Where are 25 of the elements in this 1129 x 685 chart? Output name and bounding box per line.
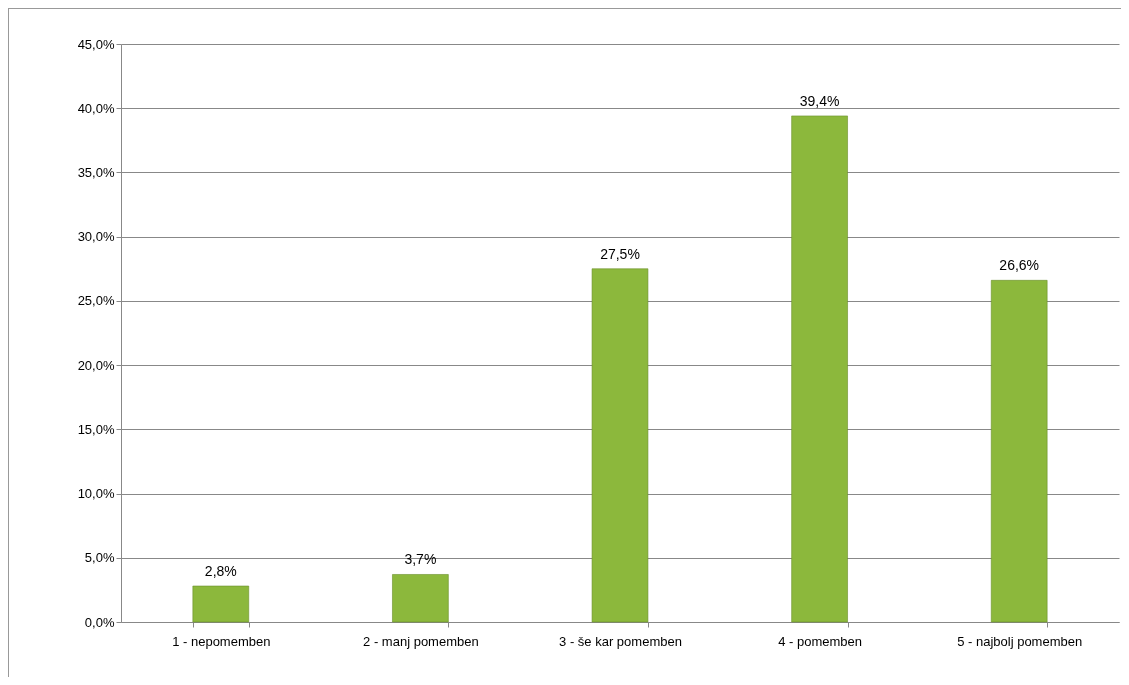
data-label: 3,7% — [404, 551, 437, 568]
y-tick-label: 20,0% — [77, 357, 115, 373]
x-tick-label: 2 - manj pomemben — [363, 633, 479, 649]
bar — [591, 268, 649, 623]
bar — [192, 585, 250, 623]
data-label: 2,8% — [204, 563, 237, 580]
data-label: 26,6% — [999, 257, 1040, 274]
data-label: 27,5% — [600, 245, 640, 262]
y-tick-label: 25,0% — [77, 293, 115, 309]
y-tick-label: 15,0% — [77, 421, 115, 437]
x-tick-label: 4 - pomemben — [778, 633, 863, 649]
x-tick-label: 3 - še kar pomemben — [559, 633, 682, 649]
x-tick-label: 1 - nepomemben — [172, 633, 271, 649]
y-tick-label: 30,0% — [77, 229, 115, 245]
y-tick-label: 35,0% — [77, 164, 115, 180]
bar — [392, 574, 449, 623]
y-tick-label: 0,0% — [84, 614, 115, 630]
x-tick-label: 5 - najbolj pomemben — [957, 633, 1083, 649]
data-label: 39,4% — [799, 92, 840, 109]
bar — [990, 280, 1048, 623]
y-tick-label: 40,0% — [77, 100, 115, 116]
y-tick-label: 5,0% — [84, 550, 115, 566]
y-tick-label: 45,0% — [77, 36, 115, 52]
y-tick-label: 10,0% — [77, 486, 115, 502]
bar — [791, 115, 848, 623]
